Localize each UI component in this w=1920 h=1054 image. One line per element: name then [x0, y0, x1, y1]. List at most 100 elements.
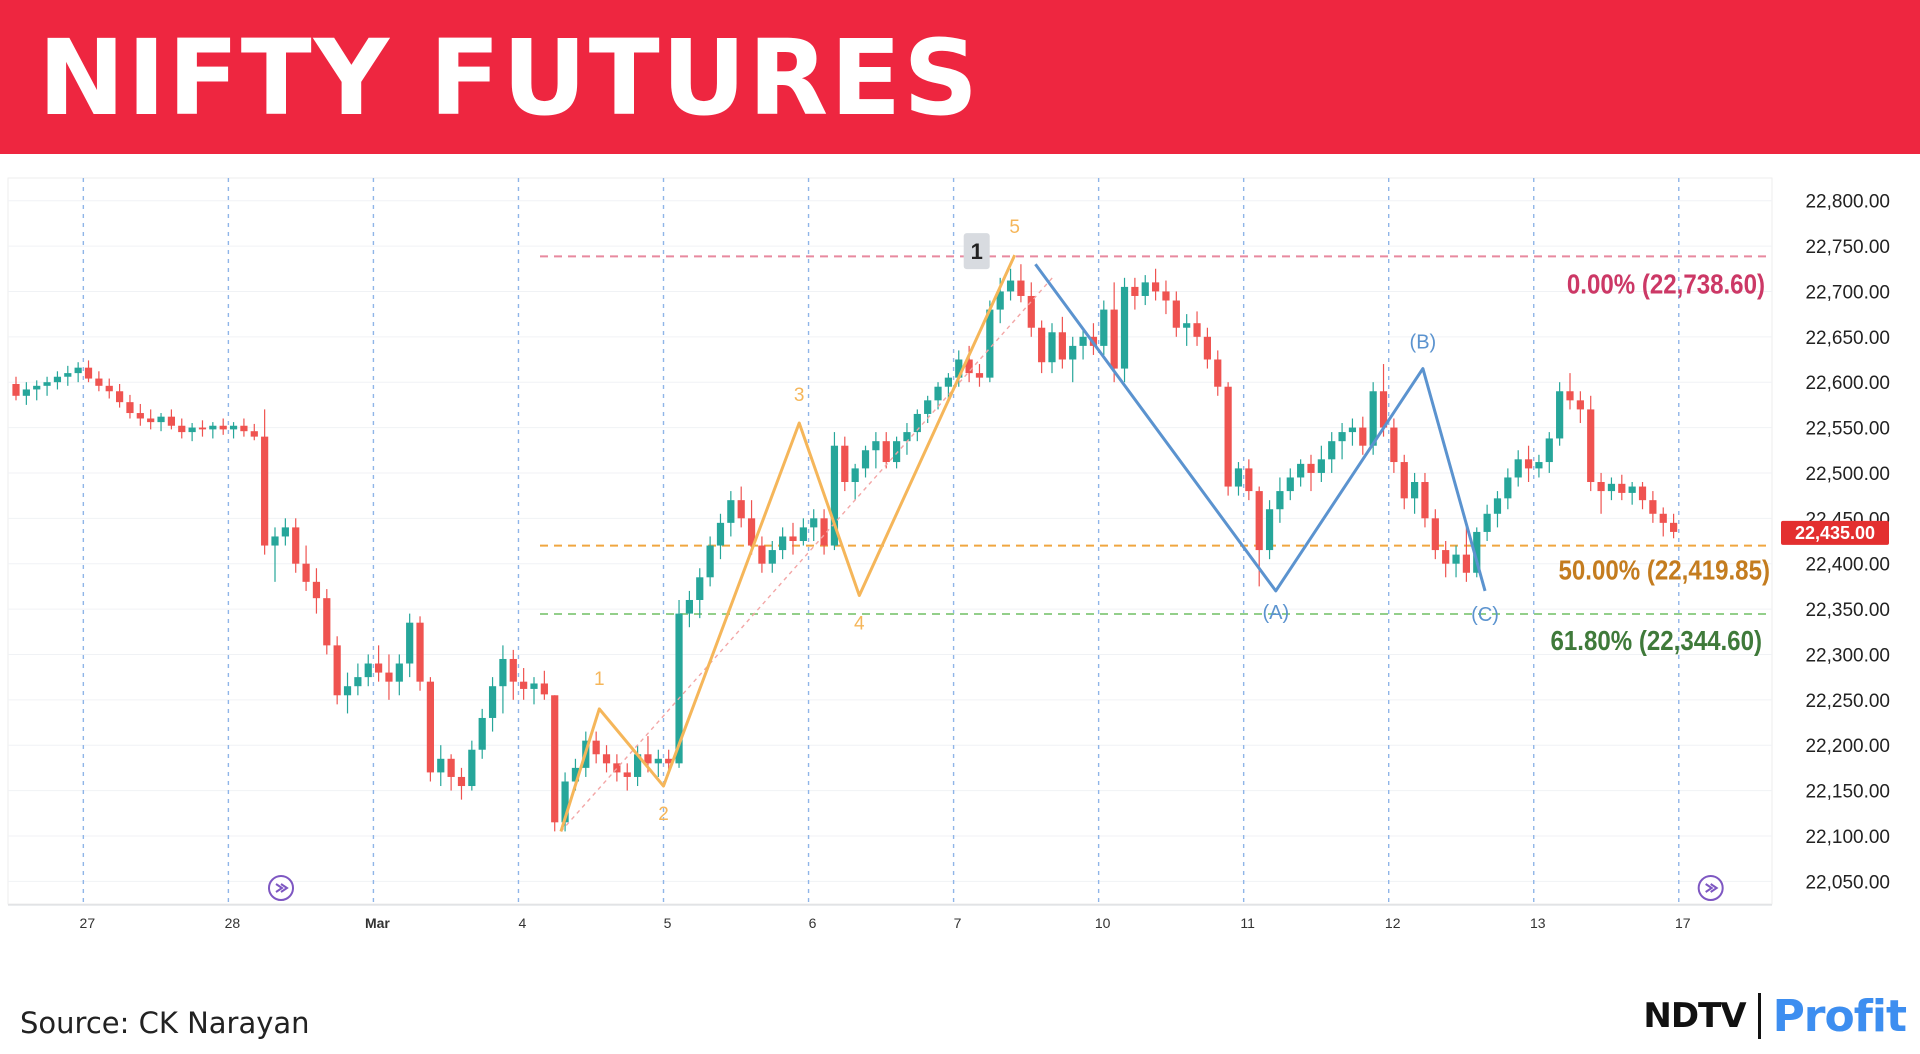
candle-body: [789, 536, 797, 541]
candle-body: [395, 663, 403, 682]
y-tick-label: 22,650.00: [1805, 328, 1890, 349]
candle-body: [913, 413, 921, 433]
impulse-wave-label: 1: [594, 669, 605, 690]
candle-body: [830, 445, 839, 546]
y-tick-label: 22,550.00: [1805, 419, 1890, 440]
candle-body: [271, 536, 279, 546]
candle-body: [250, 431, 258, 437]
candle-body: [1638, 486, 1647, 501]
ndtv-profit-logo[interactable]: NDTV Profit: [1643, 986, 1907, 1046]
impulse-channel: [560, 274, 1056, 832]
impulse-wave-line: [559, 254, 1017, 832]
candle-body: [934, 386, 942, 401]
impulse-wave-label: 3: [794, 385, 805, 406]
candle-body: [219, 425, 227, 430]
candle-body: [478, 717, 486, 750]
candle-body: [1493, 498, 1502, 514]
y-tick-label: 22,050.00: [1805, 872, 1890, 893]
y-tick-label: 22,200.00: [1805, 736, 1890, 757]
candle-body: [654, 758, 662, 764]
candle-body: [1379, 391, 1388, 428]
candle-body: [416, 622, 424, 682]
y-tick-label: 22,750.00: [1805, 237, 1890, 258]
x-tick-label: 28: [225, 915, 241, 931]
candle-body: [1348, 427, 1357, 433]
candle-body: [716, 522, 725, 546]
candle-body: [281, 527, 289, 537]
y-tick-label: 22,800.00: [1805, 192, 1890, 213]
candle-body: [95, 378, 103, 386]
candle-body: [1452, 554, 1460, 564]
candle-body: [1421, 482, 1429, 519]
logo-ndtv-text: NDTV: [1643, 996, 1746, 1036]
candle-body: [644, 754, 652, 764]
candle-body: [1234, 468, 1243, 487]
candle-body: [468, 749, 476, 787]
candle-body: [240, 425, 248, 432]
source-credit: Source: CK Narayan: [20, 1006, 310, 1040]
candle-body: [1193, 323, 1201, 337]
candle-body: [1556, 391, 1564, 439]
candle-body: [198, 427, 207, 430]
y-tick-label: 22,250.00: [1805, 691, 1890, 712]
candle-body: [944, 377, 952, 387]
logo-profit-text: Profit: [1772, 990, 1907, 1042]
candle-body: [22, 389, 30, 396]
candle-body: [561, 781, 569, 823]
y-tick-label: 22,500.00: [1805, 464, 1890, 485]
x-tick-label: 7: [954, 915, 962, 931]
candle-body: [1131, 286, 1139, 296]
candle-body: [1152, 282, 1160, 292]
candle-body: [779, 536, 787, 551]
candle-body: [1297, 463, 1305, 478]
candle-body: [986, 309, 994, 378]
candle-body: [1659, 513, 1667, 523]
axes: 27 28 Mar 4 5 6 7 10 11 12 13 1722,800.0022,750.002…: [8, 192, 1890, 931]
candle-body: [1079, 336, 1087, 346]
logo-divider: [1757, 993, 1761, 1039]
candle-body: [1504, 477, 1512, 499]
x-tick-label: Mar: [365, 915, 390, 931]
candle-body: [1172, 300, 1180, 328]
candle-body: [1670, 522, 1678, 532]
candle-body: [530, 683, 538, 689]
candle-body: [157, 416, 165, 423]
y-tick-label: 22,700.00: [1805, 282, 1890, 303]
y-tick-label: 22,300.00: [1805, 645, 1890, 666]
wave-degree-box: [963, 233, 990, 270]
x-tick-label: 4: [519, 915, 527, 931]
candle-body: [1255, 491, 1263, 551]
candle-body: [64, 373, 72, 377]
impulse-wave-label: 5: [1009, 217, 1020, 238]
candle-body: [1058, 332, 1066, 360]
header-banner: NIFTY FUTURES: [0, 0, 1920, 154]
candle-body: [178, 425, 186, 433]
candle-body: [747, 518, 756, 546]
candle-body: [1597, 482, 1605, 492]
candle-body: [996, 291, 1004, 310]
candle-body: [634, 754, 642, 777]
candle-body: [1317, 459, 1325, 473]
candle-body: [126, 402, 134, 414]
candle-body: [1110, 309, 1118, 369]
candle-body: [758, 545, 766, 564]
candle-body: [571, 767, 580, 782]
candlestick-chart[interactable]: 0.00% (22,738.60) 50.00% (22,419.85) 61.80…: [0, 154, 1920, 964]
candle-body: [893, 441, 901, 463]
candle-body: [1607, 483, 1616, 492]
candle-body: [882, 441, 890, 463]
fib-label: 61.80% (22,344.60): [1551, 624, 1762, 656]
candle-body: [665, 758, 673, 764]
event-marker-glyph: [275, 883, 289, 893]
candle-body: [426, 681, 434, 773]
chart-svg[interactable]: 0.00% (22,738.60) 50.00% (22,419.85) 61.80…: [0, 154, 1920, 964]
candle-body: [520, 681, 528, 689]
y-tick-label: 22,350.00: [1805, 600, 1890, 621]
candle-body: [1359, 427, 1367, 446]
candle-body: [1576, 400, 1584, 410]
candle-body: [1141, 282, 1149, 296]
candle-body: [261, 436, 269, 546]
candle-body: [1473, 531, 1481, 573]
candle-body: [1587, 409, 1595, 483]
candle-body: [1048, 332, 1056, 363]
